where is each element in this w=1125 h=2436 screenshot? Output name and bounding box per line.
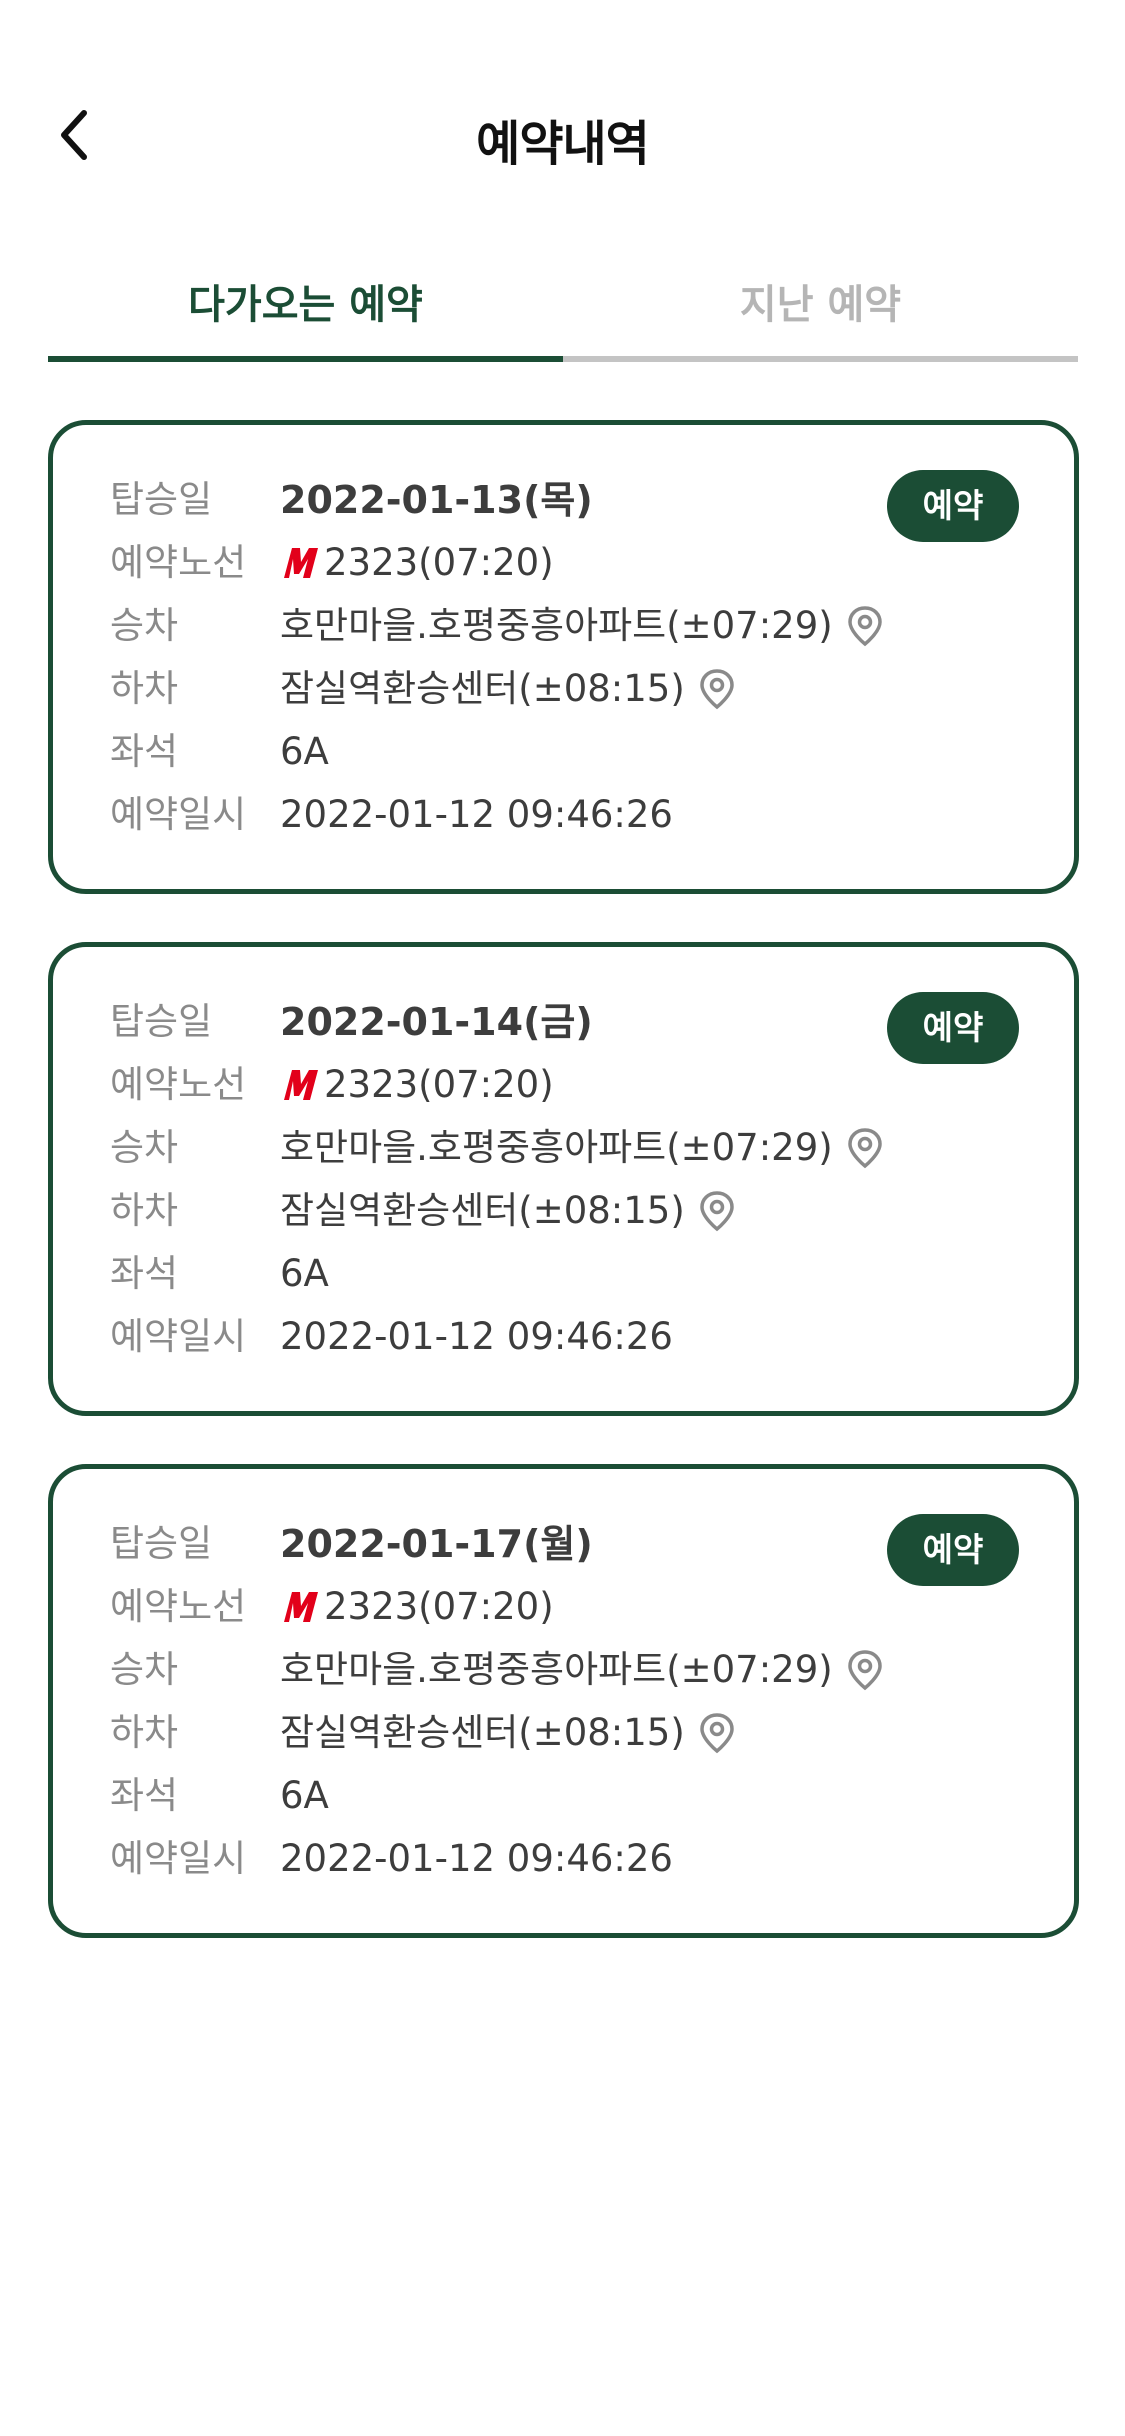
board-stop: 호만마을.호평중흥아파트(±07:29) [280, 604, 833, 647]
alight-label: 하차 [110, 667, 179, 710]
alight-stop: 잠실역환승센터(±08:15) [280, 667, 685, 710]
route-label: 예약노선 [110, 1063, 247, 1106]
seat-value: 6A [280, 1252, 329, 1295]
boarding-date: 2022-01-17(월) [280, 1522, 593, 1566]
alight-label: 하차 [110, 1189, 179, 1232]
reservation-card[interactable]: 예약 탑승일 2022-01-14(금) 예약노선 2323(07:20) 승차 호만… [48, 942, 1079, 1416]
seat-label: 좌석 [110, 1774, 179, 1817]
reserved-at-value: 2022-01-12 09:46:26 [280, 793, 673, 836]
status-badge: 예약 [887, 1514, 1019, 1586]
reserved-at-label: 예약일시 [110, 1837, 247, 1880]
location-pin-icon[interactable] [847, 605, 883, 647]
boarding-date: 2022-01-13(목) [280, 478, 593, 522]
boarding-date: 2022-01-14(금) [280, 1000, 593, 1044]
tab-upcoming[interactable]: 다가오는 예약 [48, 270, 563, 362]
reservation-card[interactable]: 예약 탑승일 2022-01-13(목) 예약노선 2323(07:20) 승차 호만… [48, 420, 1079, 894]
m-bus-logo-icon [284, 548, 318, 578]
header: 예약내역 [0, 0, 1125, 270]
seat-label: 좌석 [110, 1252, 179, 1295]
seat-label: 좌석 [110, 730, 179, 773]
route-value: 2323(07:20) [324, 1585, 554, 1628]
route-label: 예약노선 [110, 1585, 247, 1628]
reserved-at-value: 2022-01-12 09:46:26 [280, 1315, 673, 1358]
route-label: 예약노선 [110, 541, 247, 584]
board-label: 승차 [110, 1648, 179, 1691]
chevron-left-icon [61, 110, 87, 160]
reserved-at-label: 예약일시 [110, 1315, 247, 1358]
m-bus-logo-icon [284, 1592, 318, 1622]
location-pin-icon[interactable] [699, 1712, 735, 1754]
date-label: 탑승일 [110, 478, 213, 521]
alight-stop: 잠실역환승센터(±08:15) [280, 1189, 685, 1232]
location-pin-icon[interactable] [847, 1127, 883, 1169]
date-label: 탑승일 [110, 1000, 213, 1043]
tab-past[interactable]: 지난 예약 [563, 270, 1078, 362]
board-label: 승차 [110, 1126, 179, 1169]
board-label: 승차 [110, 604, 179, 647]
location-pin-icon[interactable] [847, 1649, 883, 1691]
reservation-card[interactable]: 예약 탑승일 2022-01-17(월) 예약노선 2323(07:20) 승차 호만… [48, 1464, 1079, 1938]
date-label: 탑승일 [110, 1522, 213, 1565]
page-title: 예약내역 [476, 116, 650, 172]
route-value: 2323(07:20) [324, 1063, 554, 1106]
alight-label: 하차 [110, 1711, 179, 1754]
location-pin-icon[interactable] [699, 668, 735, 710]
back-button[interactable] [52, 105, 102, 165]
location-pin-icon[interactable] [699, 1190, 735, 1232]
reserved-at-value: 2022-01-12 09:46:26 [280, 1837, 673, 1880]
m-bus-logo-icon [284, 1070, 318, 1100]
seat-value: 6A [280, 1774, 329, 1817]
tab-bar: 다가오는 예약 지난 예약 [48, 270, 1078, 362]
board-stop: 호만마을.호평중흥아파트(±07:29) [280, 1126, 833, 1169]
status-badge: 예약 [887, 992, 1019, 1064]
seat-value: 6A [280, 730, 329, 773]
status-badge: 예약 [887, 470, 1019, 542]
alight-stop: 잠실역환승센터(±08:15) [280, 1711, 685, 1754]
board-stop: 호만마을.호평중흥아파트(±07:29) [280, 1648, 833, 1691]
reserved-at-label: 예약일시 [110, 793, 247, 836]
route-value: 2323(07:20) [324, 541, 554, 584]
